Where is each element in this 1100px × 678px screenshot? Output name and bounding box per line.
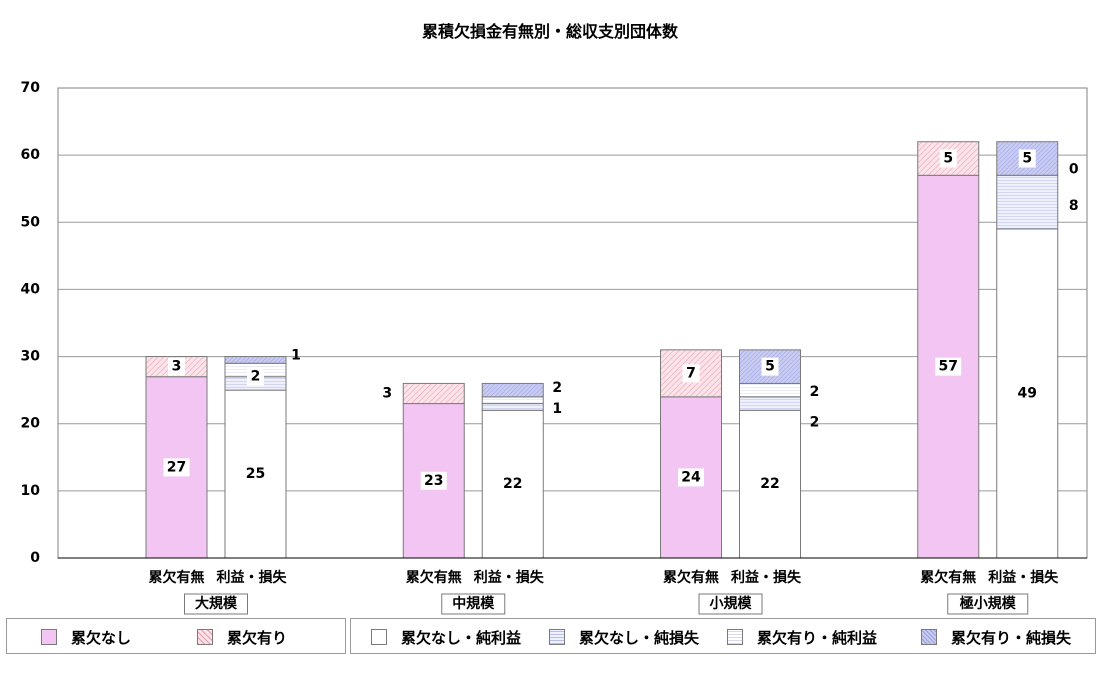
bar-segment-deficit	[660, 349, 722, 398]
data-label-no-deficit-loss: 2	[810, 414, 820, 430]
legend-label: 累欠なし・純利益	[401, 628, 522, 647]
legend-item-no-deficit-loss: 累欠なし・純損失	[549, 627, 699, 647]
y-tick-label: 0	[30, 550, 40, 566]
group-label-box	[441, 593, 506, 615]
data-label-no-deficit-profit: 49	[1018, 386, 1037, 402]
data-label-deficit-bg	[682, 364, 700, 383]
bar-segment-no-deficit-profit	[996, 228, 1059, 559]
legend-item-deficit-profit: 累欠有り・純利益	[727, 627, 877, 647]
legend-label: 累欠なし	[71, 628, 132, 647]
bar-segment-no-deficit-profit	[481, 409, 544, 559]
data-label-deficit-bg	[939, 149, 957, 168]
y-tick-label: 20	[21, 416, 41, 432]
legend-label: 累欠有り・純損失	[951, 628, 1072, 647]
bar-segment-deficit-profit	[739, 382, 801, 398]
data-label-no-deficit: 24	[681, 469, 701, 485]
bar-segment-deficit	[402, 382, 465, 405]
data-label-no-deficit-loss-bg	[247, 367, 264, 386]
data-label-no-deficit-bg	[163, 458, 190, 477]
bar-segment-no-deficit-profit	[224, 389, 287, 559]
x-bar-label-balance: 利益・損失	[731, 569, 802, 586]
group-label-box	[184, 593, 248, 615]
legend-label: 累欠有り・純利益	[757, 628, 878, 647]
legend-label: 累欠有り	[227, 628, 288, 647]
data-label-no-deficit-profit: 25	[246, 466, 265, 482]
data-label-deficit-profit: 0	[1069, 161, 1079, 177]
y-tick-label: 10	[21, 483, 41, 499]
x-bar-label-deficit: 累欠有無	[406, 569, 462, 586]
bar-segment-deficit-loss	[481, 382, 544, 398]
legend-label: 累欠なし・純損失	[579, 628, 700, 647]
group-label-box	[947, 593, 1029, 615]
data-label-no-deficit-bg	[935, 357, 962, 376]
y-tick-label: 60	[21, 147, 41, 163]
legend-swatch-pink	[41, 629, 57, 645]
legend-swatch-pink-hatched	[197, 629, 213, 645]
data-label-no-deficit-profit: 22	[760, 476, 779, 492]
data-label-no-deficit-loss: 2	[251, 369, 261, 385]
data-label-deficit-loss: 5	[1022, 151, 1032, 167]
legend-left: 累欠なし 累欠有り	[6, 618, 346, 654]
data-label-no-deficit-profit: 22	[503, 476, 522, 492]
legend-swatch-blue-hatched	[921, 629, 937, 645]
data-label-deficit-profit: 2	[810, 384, 820, 400]
data-label-deficit-loss: 5	[765, 359, 775, 375]
legend-swatch-lavender-hatched	[549, 629, 565, 645]
data-label-no-deficit: 27	[167, 459, 186, 475]
bar-segment-no-deficit-profit	[739, 409, 801, 559]
legend-item-deficit: 累欠有り	[197, 627, 287, 647]
group-label: 大規模	[195, 595, 238, 612]
legend-right: 累欠なし・純利益 累欠なし・純損失 累欠有り・純利益 累欠有り・純損失	[350, 618, 1096, 654]
data-label-deficit-loss: 2	[552, 380, 562, 396]
data-label-deficit: 3	[382, 386, 392, 402]
bar-segment-no-deficit-loss	[739, 396, 801, 411]
y-tick-label: 30	[21, 349, 41, 365]
bar-segment-no-deficit-loss	[996, 174, 1059, 230]
x-bar-label-deficit: 累欠有無	[920, 569, 976, 586]
data-label-deficit: 3	[172, 359, 182, 375]
y-tick-label: 40	[21, 281, 41, 297]
bar-segment-no-deficit-loss	[481, 403, 544, 411]
data-label-no-deficit: 57	[939, 359, 958, 375]
data-label-no-deficit: 23	[424, 473, 443, 489]
x-bar-label-deficit: 累欠有無	[663, 569, 719, 586]
data-label-deficit-loss-bg	[1018, 149, 1036, 168]
bar-segment-deficit-loss	[224, 356, 287, 364]
x-bar-label-balance: 利益・損失	[217, 569, 288, 586]
y-tick-label: 70	[21, 80, 41, 96]
group-label: 極小規模	[960, 595, 1017, 612]
legend-item-no-deficit-profit: 累欠なし・純利益	[371, 627, 521, 647]
data-label-deficit-loss-bg	[761, 357, 779, 376]
legend-item-deficit-loss: 累欠有り・純損失	[921, 627, 1071, 647]
data-label-no-deficit-loss: 8	[1069, 198, 1079, 214]
y-tick-label: 50	[21, 214, 41, 230]
legend-swatch-light-hatched	[727, 629, 743, 645]
data-label-deficit-loss: 1	[291, 348, 301, 364]
x-bar-label-deficit: 累欠有無	[149, 569, 205, 586]
legend-item-no-deficit: 累欠なし	[41, 627, 131, 647]
x-bar-label-balance: 利益・損失	[474, 569, 545, 586]
data-label-no-deficit-loss: 1	[552, 401, 562, 417]
data-label-no-deficit-bg	[420, 471, 447, 490]
x-bar-label-balance: 利益・損失	[988, 569, 1059, 586]
chart-title: 累積欠損金有無別・総収支別団体数	[421, 22, 678, 41]
data-label-deficit-bg	[168, 357, 185, 376]
bar-segment-deficit-profit	[481, 396, 544, 405]
legend-swatch-white	[371, 629, 387, 645]
data-label-deficit: 5	[943, 151, 953, 167]
data-label-deficit: 7	[686, 365, 696, 381]
data-label-no-deficit-bg	[678, 468, 704, 487]
group-label: 小規模	[710, 595, 753, 612]
group-label: 中規模	[452, 595, 495, 612]
group-label-box	[698, 593, 763, 615]
